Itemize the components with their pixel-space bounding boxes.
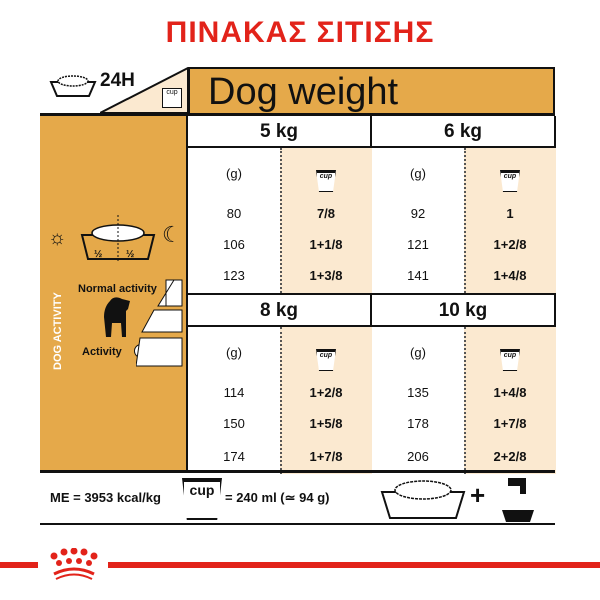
royal-canin-crown-logo	[50, 548, 98, 580]
grams-value: 174	[223, 449, 245, 464]
cups-value: 7/8	[316, 206, 336, 221]
cups-value: 1+7/8	[493, 416, 527, 431]
food-bowl-icon	[380, 480, 466, 519]
cups-value: 1+4/8	[493, 268, 527, 283]
cup-icon: cup	[316, 349, 336, 371]
weight-label: 10 kg	[372, 295, 554, 327]
cups-value: 2+2/8	[493, 449, 527, 464]
sun-icon: ☼	[48, 227, 67, 249]
cup-icon: cup	[500, 170, 520, 192]
cups-value: 1	[506, 206, 514, 221]
weight-block-5kg: 5 kg (g) cup 80 7/8 106 1+1/8 123 1+3/8	[188, 116, 372, 295]
grams-value: 123	[223, 268, 245, 283]
cups-value: 1+2/8	[309, 385, 343, 400]
cup-label: cup	[319, 173, 333, 180]
grams-value: 178	[407, 416, 429, 431]
weight-block-8kg: 8 kg (g) cup 114 1+2/8 150 1+5/8 174 1+7/8	[188, 295, 372, 474]
grams-header: (g)	[226, 166, 242, 181]
cup-icon: cup	[316, 170, 336, 192]
feeding-grid: 5 kg (g) cup 80 7/8 106 1+1/8 123 1+3/8 6 kg…	[188, 113, 556, 474]
weight-block-10kg: 10 kg (g) cup 135 1+4/8 178 1+7/8 206 2+2/8	[372, 295, 556, 474]
cup-icon-label: cup	[166, 89, 178, 96]
energy-value: ME = 3953 kcal/kg	[50, 490, 161, 505]
cup-icon: cup	[500, 349, 520, 371]
moon-icon: ☾	[162, 222, 182, 247]
24h-label: 24H	[100, 70, 135, 91]
weight-label: 8 kg	[188, 295, 370, 327]
cup-icon: cup	[162, 88, 182, 108]
brand-line	[0, 562, 38, 568]
portion-left: ½	[94, 249, 103, 260]
water-bowl-icon	[502, 478, 534, 522]
grams-value: 106	[223, 237, 245, 252]
grams-value: 135	[407, 385, 429, 400]
portion-right: ½	[126, 249, 135, 260]
split-bowl-icon	[80, 215, 156, 263]
grams-value: 141	[407, 268, 429, 283]
high-activity-label: Activity	[82, 346, 122, 358]
grams-value: 206	[407, 449, 429, 464]
dog-activity-label: DOG ACTIVITY	[52, 292, 64, 370]
footer-info	[40, 470, 555, 525]
cups-value: 1+4/8	[493, 385, 527, 400]
activity-panel	[40, 113, 188, 470]
grams-value: 80	[226, 206, 242, 221]
dog-weight-title: Dog weight	[208, 71, 399, 113]
cups-value: 1+1/8	[309, 237, 343, 252]
grams-value: 121	[407, 237, 429, 252]
weight-label: 5 kg	[188, 116, 370, 148]
cup-measure: = 240 ml (≃ 94 g)	[225, 490, 330, 505]
cups-value: 1+3/8	[309, 268, 343, 283]
dog-silhouette-icon	[104, 297, 130, 337]
cup-label: cup	[319, 352, 333, 359]
food-bowl-icon	[49, 75, 97, 97]
page-title: ΠΙΝΑΚΑΣ ΣΙΤΙΣΗΣ	[165, 16, 435, 49]
brand-line	[108, 562, 600, 568]
dog-weight-header: Dog weight	[188, 67, 555, 113]
cup-icon: cup	[182, 478, 222, 520]
cups-value: 1+7/8	[309, 449, 343, 464]
plus-icon: +	[470, 480, 486, 510]
cup-label: cup	[503, 352, 517, 359]
grams-value: 114	[223, 385, 245, 400]
weight-label: 6 kg	[372, 116, 554, 148]
weight-block-6kg: 6 kg (g) cup 92 1 121 1+2/8 141 1+4/8	[372, 116, 556, 295]
grams-header: (g)	[226, 345, 242, 360]
grams-value: 150	[223, 416, 245, 431]
grams-header: (g)	[410, 166, 426, 181]
activity-scale-icon	[136, 279, 183, 367]
grams-value: 92	[410, 206, 426, 221]
cups-value: 1+2/8	[493, 237, 527, 252]
cups-value: 1+5/8	[309, 416, 343, 431]
normal-activity-label: Normal activity	[78, 283, 157, 295]
cup-label: cup	[503, 173, 517, 180]
cup-label: cup	[189, 482, 215, 498]
grams-header: (g)	[410, 345, 426, 360]
